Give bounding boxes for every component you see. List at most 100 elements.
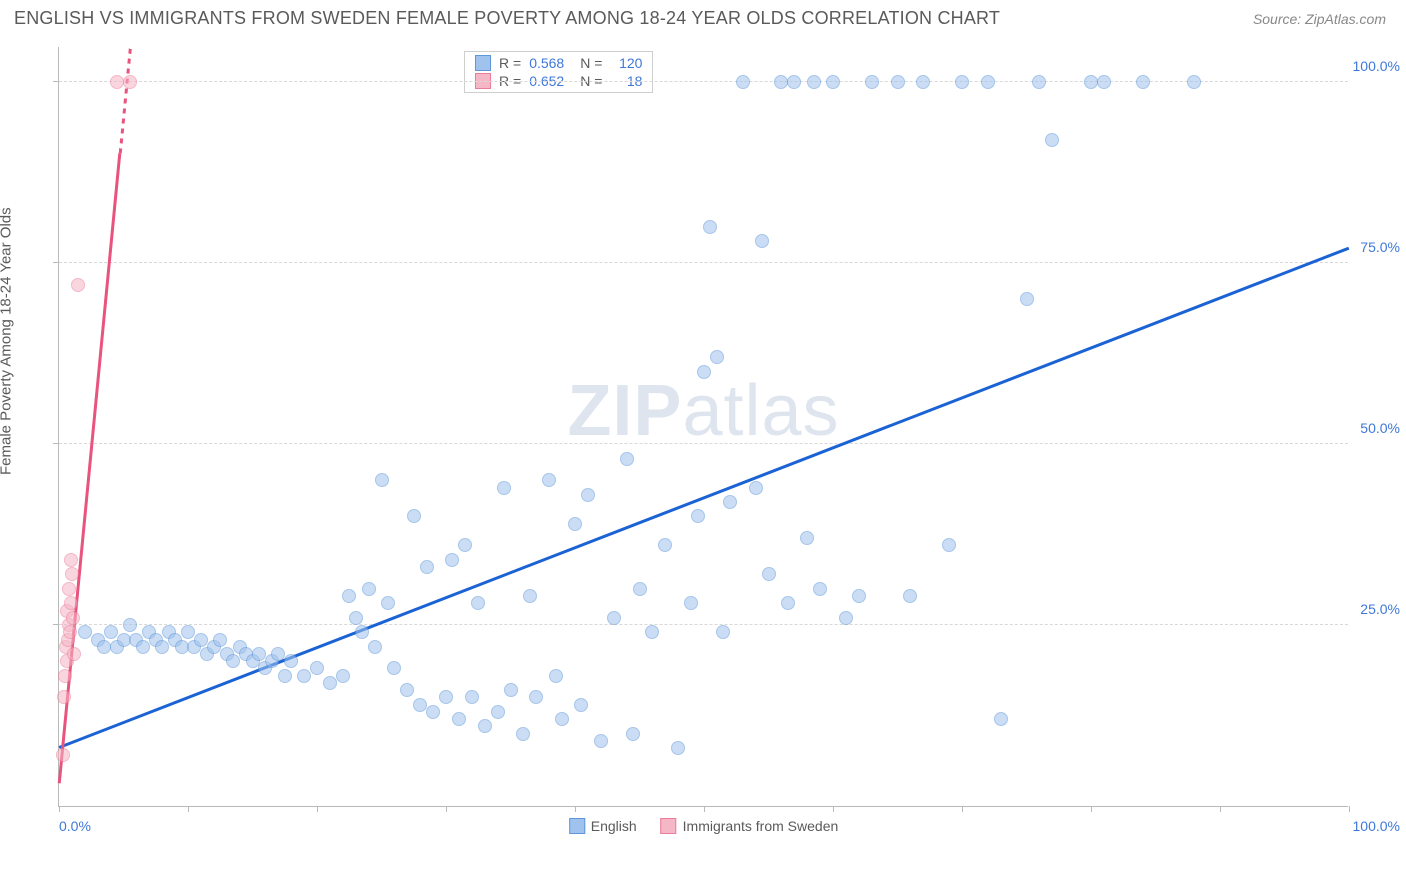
scatter-point <box>445 553 459 567</box>
y-tick-label: 100.0% <box>1353 58 1400 74</box>
plot-area: ZIPatlas R =0.568N =120R =0.652N = 18 En… <box>58 47 1348 807</box>
gridline <box>59 262 1348 263</box>
legend-bottom: English Immigrants from Sweden <box>569 818 839 834</box>
legend-label: Immigrants from Sweden <box>683 818 839 834</box>
scatter-point <box>78 625 92 639</box>
scatter-point <box>1097 75 1111 89</box>
scatter-point <box>1187 75 1201 89</box>
scatter-point <box>407 509 421 523</box>
scatter-point <box>310 661 324 675</box>
scatter-point <box>278 669 292 683</box>
scatter-point <box>155 640 169 654</box>
scatter-point <box>491 705 505 719</box>
scatter-point <box>181 625 195 639</box>
scatter-point <box>684 596 698 610</box>
scatter-point <box>426 705 440 719</box>
scatter-point <box>781 596 795 610</box>
x-tick <box>1349 806 1350 812</box>
y-tick-label: 75.0% <box>1360 239 1400 255</box>
scatter-point <box>755 234 769 248</box>
scatter-point <box>323 676 337 690</box>
y-tick-label: 50.0% <box>1360 420 1400 436</box>
legend-r-value: 0.568 <box>529 55 564 71</box>
scatter-point <box>865 75 879 89</box>
scatter-point <box>1136 75 1150 89</box>
scatter-point <box>710 350 724 364</box>
scatter-point <box>800 531 814 545</box>
gridline <box>59 443 1348 444</box>
scatter-point <box>1032 75 1046 89</box>
scatter-point <box>774 75 788 89</box>
trend-line <box>59 246 1350 748</box>
scatter-point <box>62 582 76 596</box>
scatter-point <box>136 640 150 654</box>
scatter-point <box>723 495 737 509</box>
scatter-point <box>439 690 453 704</box>
scatter-point <box>452 712 466 726</box>
scatter-point <box>620 452 634 466</box>
scatter-point <box>284 654 298 668</box>
scatter-point <box>658 538 672 552</box>
y-tick-label: 25.0% <box>1360 601 1400 617</box>
x-tick <box>704 806 705 812</box>
scatter-point <box>368 640 382 654</box>
scatter-point <box>716 625 730 639</box>
scatter-point <box>64 596 78 610</box>
y-tick <box>53 81 59 82</box>
scatter-point <box>497 481 511 495</box>
x-tick <box>833 806 834 812</box>
scatter-point <box>123 618 137 632</box>
scatter-point <box>826 75 840 89</box>
scatter-point <box>691 509 705 523</box>
scatter-point <box>994 712 1008 726</box>
scatter-point <box>1084 75 1098 89</box>
legend-label: English <box>591 818 637 834</box>
x-tick <box>962 806 963 812</box>
scatter-point <box>349 611 363 625</box>
scatter-point <box>1045 133 1059 147</box>
source-label: Source: ZipAtlas.com <box>1253 11 1386 27</box>
scatter-point <box>671 741 685 755</box>
scatter-point <box>355 625 369 639</box>
scatter-point <box>955 75 969 89</box>
scatter-point <box>458 538 472 552</box>
trend-line <box>58 153 121 783</box>
scatter-point <box>574 698 588 712</box>
scatter-point <box>1020 292 1034 306</box>
scatter-point <box>626 727 640 741</box>
legend-swatch <box>475 55 491 71</box>
scatter-point <box>362 582 376 596</box>
scatter-point <box>66 611 80 625</box>
scatter-point <box>981 75 995 89</box>
scatter-point <box>916 75 930 89</box>
scatter-point <box>413 698 427 712</box>
scatter-point <box>942 538 956 552</box>
chart-title: ENGLISH VS IMMIGRANTS FROM SWEDEN FEMALE… <box>14 8 1000 29</box>
scatter-point <box>549 669 563 683</box>
scatter-point <box>465 690 479 704</box>
trend-line-dashed <box>118 45 131 154</box>
scatter-point <box>703 220 717 234</box>
scatter-point <box>852 589 866 603</box>
scatter-point <box>891 75 905 89</box>
scatter-point <box>749 481 763 495</box>
x-tick <box>188 806 189 812</box>
x-tick <box>1220 806 1221 812</box>
legend-r-label: R = <box>499 55 521 71</box>
scatter-point <box>381 596 395 610</box>
scatter-point <box>342 589 356 603</box>
scatter-point <box>252 647 266 661</box>
scatter-point <box>504 683 518 697</box>
scatter-point <box>607 611 621 625</box>
legend-stats-box: R =0.568N =120R =0.652N = 18 <box>464 51 653 93</box>
gridline <box>59 624 1348 625</box>
x-tick <box>575 806 576 812</box>
scatter-point <box>57 690 71 704</box>
x-tick <box>317 806 318 812</box>
scatter-point <box>400 683 414 697</box>
legend-swatch <box>569 818 585 834</box>
scatter-point <box>110 75 124 89</box>
scatter-point <box>420 560 434 574</box>
scatter-point <box>529 690 543 704</box>
y-tick <box>53 262 59 263</box>
